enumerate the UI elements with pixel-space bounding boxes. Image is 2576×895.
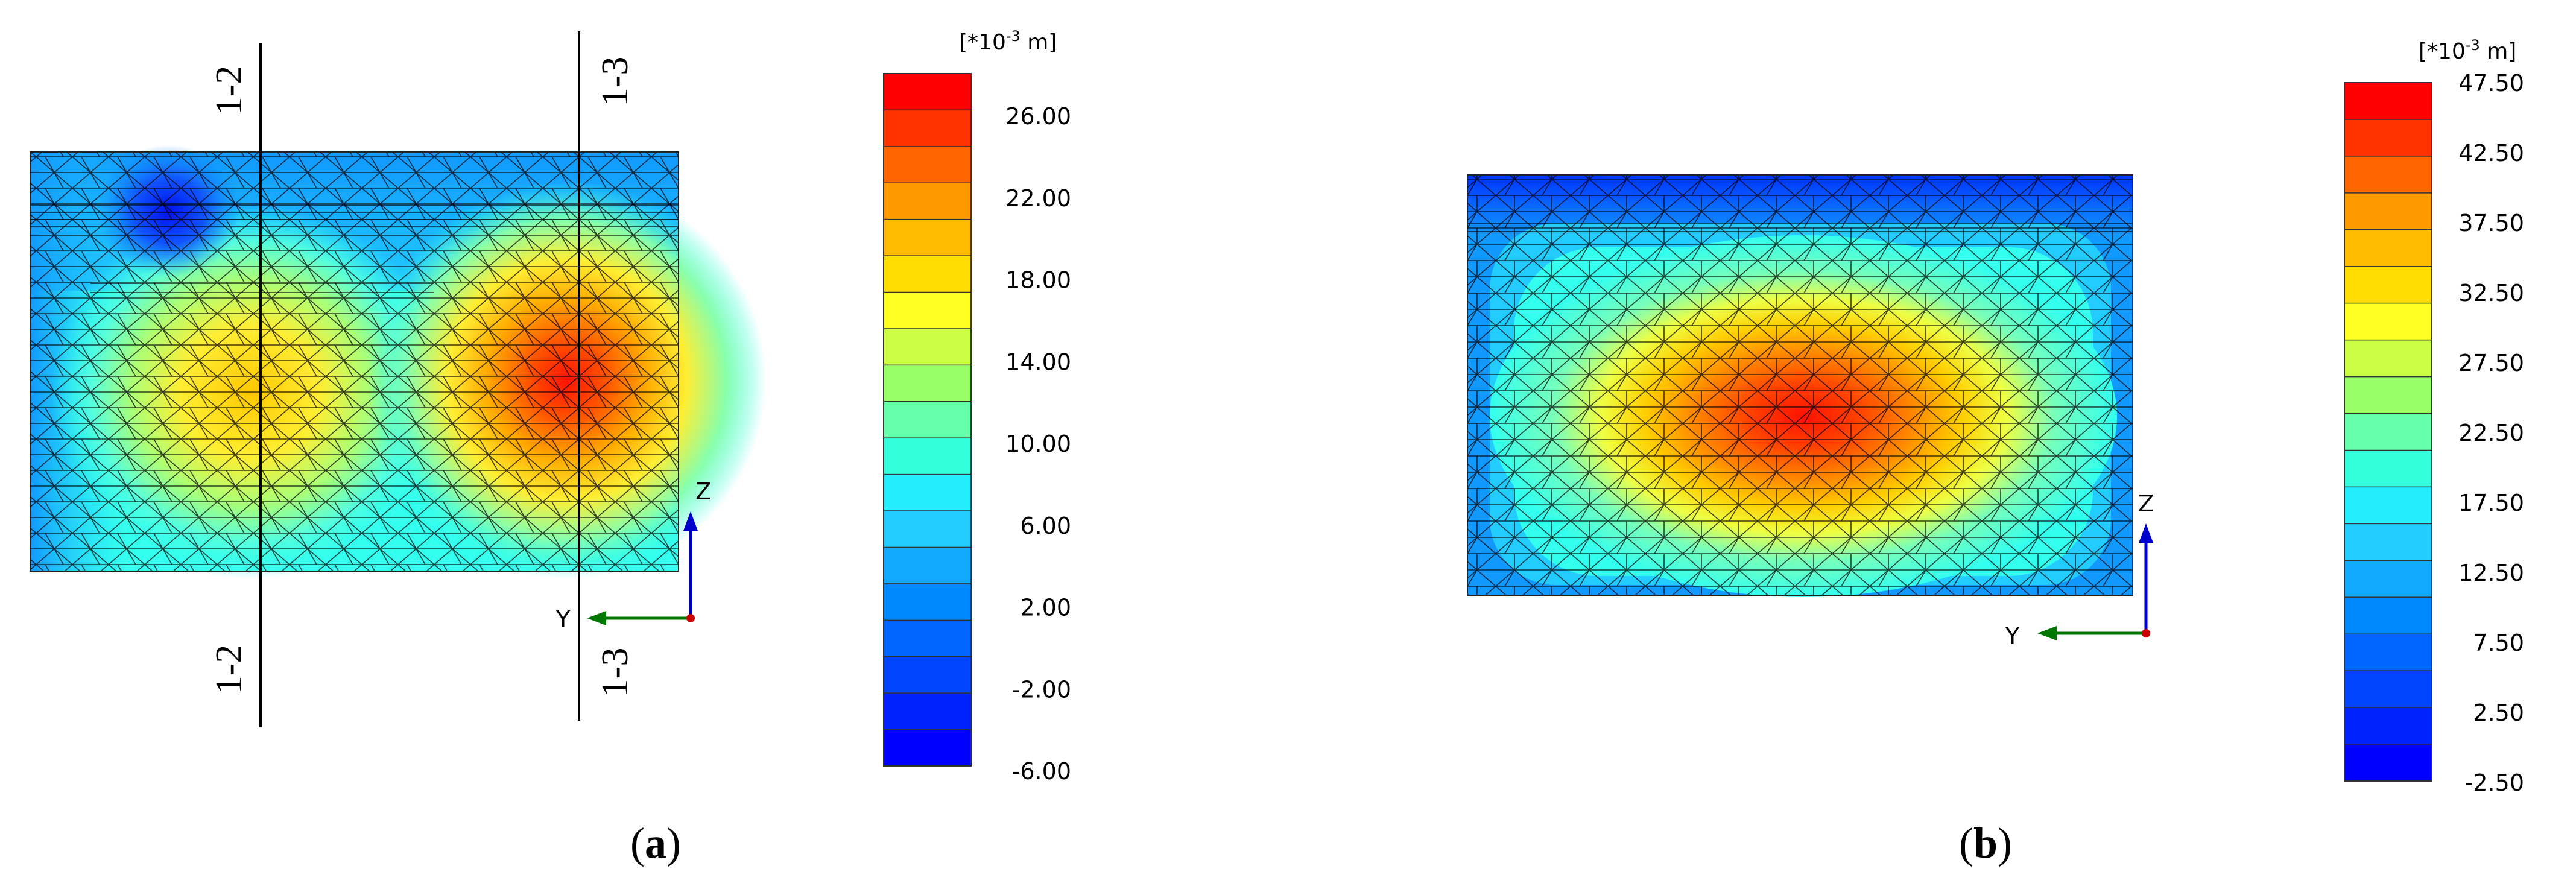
axis-triad-b: Z Y bbox=[2005, 490, 2154, 650]
legend-band bbox=[884, 620, 971, 657]
legend-tick-label: 2.50 bbox=[2473, 700, 2524, 726]
legend-band bbox=[2344, 634, 2432, 671]
legend-band bbox=[884, 729, 971, 767]
legend-tick-label: 22.00 bbox=[1005, 185, 1071, 212]
legend-tick-label: 47.50 bbox=[2458, 70, 2524, 96]
legend-tick-label: 26.00 bbox=[1005, 103, 1071, 130]
contour-plot-b bbox=[1467, 174, 2133, 597]
legend-band bbox=[884, 511, 971, 548]
legend-band bbox=[2344, 671, 2432, 708]
legend-tick-label: -2.50 bbox=[2465, 770, 2524, 796]
y-axis-label: Y bbox=[2005, 623, 2020, 650]
legend-band bbox=[2344, 597, 2432, 634]
legend-tick-label: 14.00 bbox=[1005, 349, 1071, 375]
legend-tick-label: 18.00 bbox=[1005, 267, 1071, 294]
legend-band bbox=[2344, 413, 2432, 451]
legend-frame bbox=[883, 73, 972, 767]
legend-band bbox=[2344, 119, 2432, 157]
legend-tick-label: 32.50 bbox=[2458, 280, 2524, 306]
legend-tick-label: -2.00 bbox=[1012, 676, 1071, 703]
section-label-top-1-2: 1-2 bbox=[209, 66, 250, 116]
color-legend-a: 26.00 22.00 18.00 14.00 10.00 6.00 2.00 -2.00 -6… bbox=[883, 28, 1071, 785]
legend-band bbox=[2344, 303, 2432, 341]
legend-tick-label: 10.00 bbox=[1005, 431, 1071, 457]
legend-band bbox=[884, 474, 971, 511]
legend-band bbox=[884, 110, 971, 147]
y-axis-label: Y bbox=[555, 606, 571, 633]
legend-tick-label: 22.50 bbox=[2458, 420, 2524, 446]
legend-band bbox=[2344, 229, 2432, 267]
legend-band bbox=[2344, 707, 2432, 745]
legend-band bbox=[884, 365, 971, 402]
panel-b: Z Y 47.50 42.50 37.50 32.50 27.50 22.50 17.50 1… bbox=[1467, 37, 2524, 867]
axis-triad-a: Z Y bbox=[555, 478, 711, 633]
legend-band bbox=[884, 401, 971, 438]
legend-band bbox=[2344, 523, 2432, 561]
legend-band bbox=[884, 438, 971, 475]
legend-tick-label: 12.50 bbox=[2458, 560, 2524, 586]
legend-band bbox=[884, 146, 971, 183]
panel-a: 1-2 1-3 1-2 1-3 Z Y 26.00 22.00 18.00 14.00… bbox=[30, 28, 1071, 867]
caption-b: (b) bbox=[1959, 819, 2012, 867]
legend-band bbox=[2344, 560, 2432, 598]
legend-tick-label: 27.50 bbox=[2458, 350, 2524, 376]
legend-band bbox=[2344, 376, 2432, 414]
legend-band bbox=[884, 74, 971, 110]
legend-band bbox=[2344, 156, 2432, 194]
legend-frame bbox=[2344, 82, 2432, 782]
legend-band bbox=[884, 292, 971, 329]
legend-tick-label: 37.50 bbox=[2458, 210, 2524, 236]
legend-band bbox=[884, 547, 971, 584]
z-axis-label: Z bbox=[2138, 490, 2154, 517]
legend-tick-label: 42.50 bbox=[2458, 140, 2524, 166]
legend-band bbox=[2344, 340, 2432, 378]
color-legend-b: 47.50 42.50 37.50 32.50 27.50 22.50 17.50 12.50… bbox=[2344, 37, 2524, 796]
legend-band bbox=[884, 256, 971, 293]
legend-band bbox=[2344, 266, 2432, 304]
legend-tick-label: 7.50 bbox=[2473, 630, 2524, 656]
z-axis-label: Z bbox=[695, 478, 711, 505]
legend-band bbox=[2344, 83, 2432, 120]
legend-band bbox=[884, 656, 971, 694]
legend-band bbox=[884, 328, 971, 365]
legend-band bbox=[884, 183, 971, 220]
legend-tick-label: 2.00 bbox=[1020, 595, 1071, 621]
legend-band bbox=[2344, 450, 2432, 487]
legend-band bbox=[884, 583, 971, 621]
legend-tick-label: 6.00 bbox=[1020, 513, 1071, 539]
legend-band bbox=[884, 219, 971, 256]
contour-plot-a bbox=[30, 145, 766, 579]
legend-unit: [*10-3 m] bbox=[959, 28, 1057, 55]
legend-band bbox=[2344, 487, 2432, 524]
legend-tick-label: 17.50 bbox=[2458, 490, 2524, 516]
legend-band bbox=[884, 693, 971, 730]
legend-tick-label: -6.00 bbox=[1012, 758, 1071, 785]
legend-band bbox=[2344, 192, 2432, 230]
section-label-bottom-1-2: 1-2 bbox=[209, 645, 250, 695]
section-label-bottom-1-3: 1-3 bbox=[595, 648, 636, 698]
legend-unit: [*10-3 m] bbox=[2419, 37, 2516, 64]
legend-band bbox=[2344, 744, 2432, 782]
section-label-top-1-3: 1-3 bbox=[595, 57, 636, 107]
caption-a: (a) bbox=[630, 819, 681, 867]
